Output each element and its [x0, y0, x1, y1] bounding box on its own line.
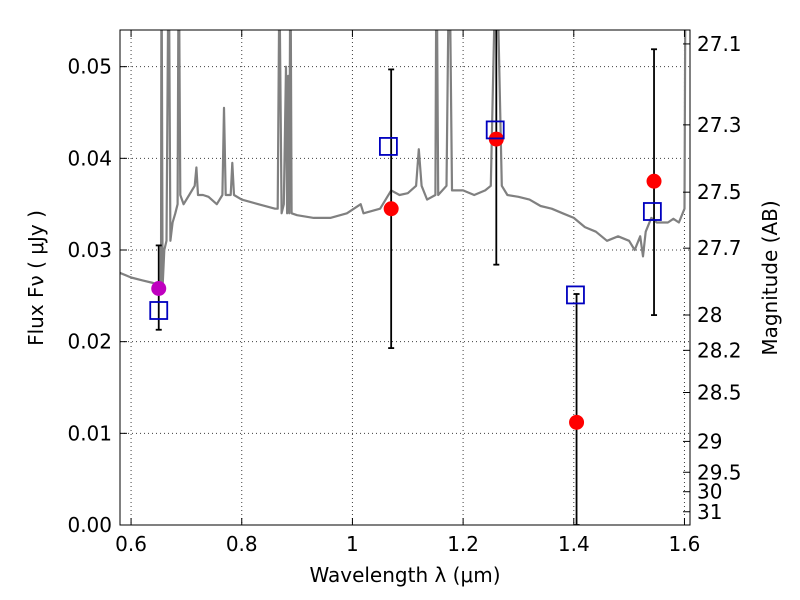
data-point: [383, 201, 399, 217]
y-tick-label: 0.03: [67, 238, 112, 262]
model-point: [642, 202, 662, 221]
grid: [120, 30, 690, 525]
data-point: [569, 414, 585, 430]
y-tick-label: 0.05: [67, 55, 112, 79]
plot-frame: [119, 29, 691, 526]
magnitude-tick-label: 27.7: [697, 236, 742, 260]
model-point: [149, 301, 169, 320]
plot-area: [120, 30, 687, 525]
magnitude-tick-label: 29: [697, 429, 722, 453]
magnitude-tick-label: 27.3: [697, 113, 742, 137]
magnitude-tick-label: 28.2: [697, 338, 742, 362]
x-tick-label: 1.2: [447, 532, 479, 556]
magnitude-tick-label: 27.1: [697, 32, 742, 56]
model-point: [566, 285, 585, 305]
y-axis-label: Flux Fν ( μJy ): [24, 210, 48, 346]
x-tick-label: 0.6: [115, 532, 147, 556]
magnitude-tick-label: 28.5: [697, 381, 742, 405]
data-point: [151, 281, 167, 296]
y-tick-label: 0.04: [67, 146, 112, 170]
magnitude-tick-label: 27.5: [697, 180, 742, 204]
x-axis-label: Wavelength λ (μm): [309, 563, 500, 587]
magnitude-axis-label: Magnitude (AB): [758, 200, 782, 355]
spectrum-line: [120, 30, 687, 288]
magnitude-tick-label: 29.5: [697, 460, 742, 484]
model-point: [378, 137, 398, 156]
magnitude-tick-label: 30: [697, 480, 722, 504]
data-point: [646, 173, 662, 189]
magnitude-tick-label: 31: [697, 500, 722, 524]
y-tick-label: 0.00: [67, 513, 112, 537]
y-tick-label: 0.02: [67, 330, 112, 354]
axis-ticks: 0.6 0.8 1 1.2 1.4 1.6 0.00 0.01 0.02 0.03 0.04 0.05…: [67, 30, 742, 556]
x-tick-label: 1.4: [558, 532, 590, 556]
x-tick-label: 1: [346, 532, 359, 556]
y-tick-label: 0.01: [67, 421, 112, 445]
x-tick-label: 0.8: [226, 532, 258, 556]
x-tick-label: 1.6: [669, 532, 701, 556]
model-point: [485, 120, 505, 140]
magnitude-tick-label: 28: [697, 303, 722, 327]
